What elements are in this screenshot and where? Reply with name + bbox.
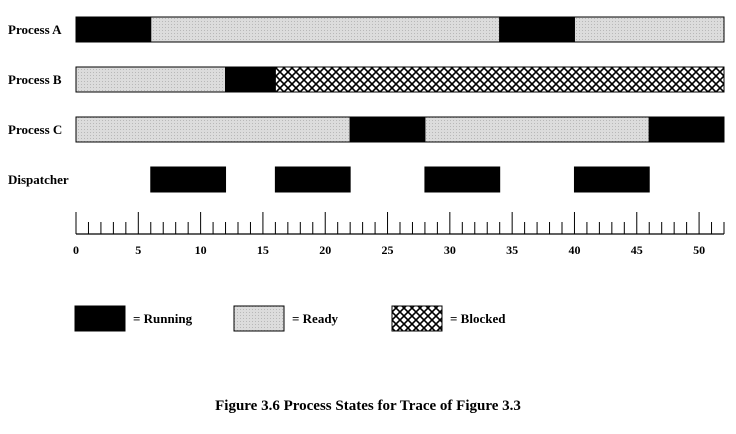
legend-item-running: = Running: [74, 305, 193, 332]
row-label: Process A: [8, 22, 62, 37]
segment-running: [573, 166, 650, 193]
legend-item-ready: = Ready: [233, 305, 339, 332]
segment-running: [349, 116, 426, 143]
legend-item-blocked: = Blocked: [391, 305, 506, 332]
row-process-b: Process B: [8, 66, 725, 93]
tick-label: 50: [693, 243, 705, 257]
segment-ready: [424, 116, 650, 143]
tick-label: 25: [382, 243, 394, 257]
legend: = Running = Ready = Blocked: [74, 305, 506, 332]
segment-ready: [75, 116, 351, 143]
legend-swatch: [233, 305, 285, 332]
legend-label: = Ready: [292, 311, 339, 326]
row-label: Process B: [8, 72, 62, 87]
segment-running: [424, 166, 501, 193]
legend-swatch: [391, 305, 443, 332]
legend-swatch: [74, 305, 126, 332]
row-process-c: Process C: [8, 116, 725, 143]
segment-blocked: [274, 66, 725, 93]
legend-label: = Blocked: [450, 311, 506, 326]
segment-running: [274, 166, 351, 193]
segment-ready: [573, 16, 725, 43]
figure-caption: Figure 3.6 Process States for Trace of F…: [215, 398, 521, 414]
segment-ready: [75, 66, 227, 93]
row-dispatcher: Dispatcher: [8, 166, 650, 193]
tick-label: 30: [444, 243, 456, 257]
legend-label: = Running: [133, 311, 193, 326]
segment-running: [225, 66, 276, 93]
tick-label: 20: [319, 243, 331, 257]
tick-label: 15: [257, 243, 269, 257]
segment-running: [648, 116, 725, 143]
process-rows: Process A Process B Process C Dispatcher: [8, 16, 725, 193]
tick-label: 10: [195, 243, 207, 257]
tick-label: 5: [135, 243, 141, 257]
segment-running: [150, 166, 227, 193]
row-label: Dispatcher: [8, 172, 69, 187]
segment-running: [75, 16, 152, 43]
row-label: Process C: [8, 122, 62, 137]
tick-label: 45: [631, 243, 643, 257]
time-axis: 0 5 10 15 20 25 30 35 40 45 50: [73, 212, 725, 257]
segment-ready: [150, 16, 501, 43]
tick-label: 35: [506, 243, 518, 257]
tick-label: 40: [568, 243, 580, 257]
segment-running: [499, 16, 575, 43]
row-process-a: Process A: [8, 16, 725, 43]
tick-label: 0: [73, 243, 79, 257]
